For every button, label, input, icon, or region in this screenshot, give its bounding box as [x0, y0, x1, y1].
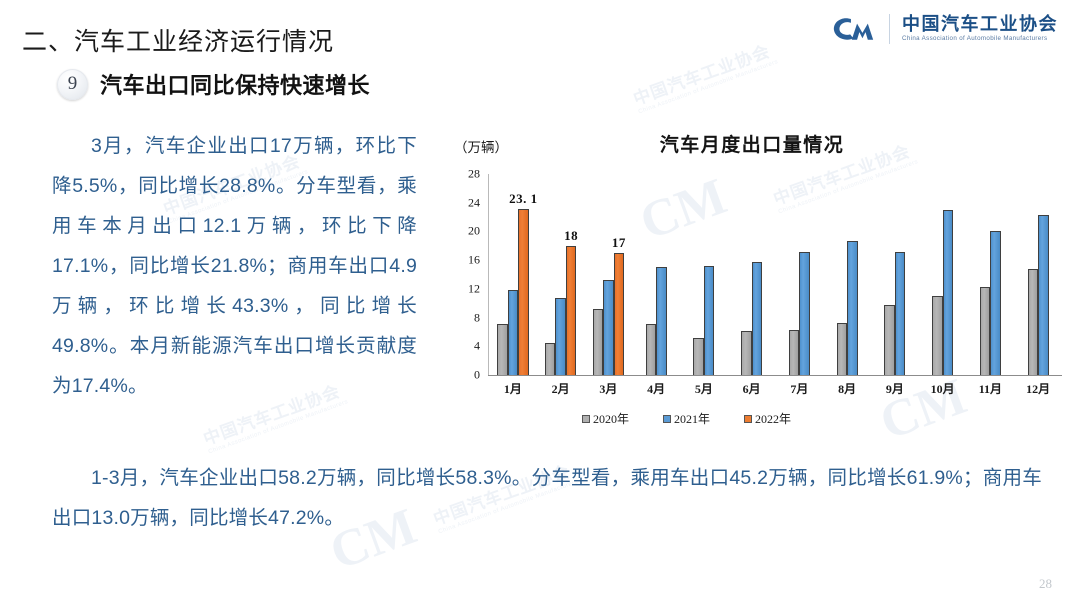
chart-legend-label: 2020年: [593, 412, 630, 426]
chart-bar-group: [919, 174, 967, 375]
chart-bar: [592, 308, 604, 375]
chart-y-axis: [488, 174, 489, 376]
chart-bar-value-label: 17: [611, 234, 626, 250]
chart-bar: [884, 304, 895, 375]
chart-x-tick-label: 8月: [838, 382, 857, 396]
chart-bar-value-label: 18: [564, 227, 579, 243]
watermark-text: 中国汽车工业协会 China Association of Automobile …: [630, 41, 780, 116]
cm-logo-icon: [833, 18, 874, 40]
chart-x-axis: [488, 375, 1062, 376]
chart-bar: [751, 261, 763, 375]
chart-legend-swatch: [663, 414, 672, 423]
chart-bar-value-label: 23. 1: [509, 191, 538, 207]
chart-bar-group: 17: [585, 174, 633, 375]
chart-bar: 18: [564, 228, 578, 375]
chart-plot-area: 0 4 8 12 16 20 24 28 23. 1 18 17 1月 2月 3月 4月 5月 6月 7月 8月…: [460, 167, 1062, 396]
chart-bar: [788, 329, 800, 375]
chart-x-tick-label: 1月: [503, 382, 522, 396]
chart-bar: [836, 323, 848, 375]
chart-bar: [894, 252, 906, 375]
chart-bar: [603, 280, 614, 375]
chart-legend-item[interactable]: 2022年: [744, 410, 791, 427]
chart-bar-group: [871, 174, 919, 375]
export-volume-chart: 汽车月度出口量情况 （万辆） 0 4 8 12 16 20 24 28 23. 1 18 17 1…: [432, 122, 1072, 442]
chart-bar: [656, 266, 667, 375]
chart-y-axis-unit: （万辆）: [454, 140, 508, 155]
chart-legend-swatch: [744, 414, 753, 423]
chart-legend-swatch: [582, 414, 590, 423]
chart-legend-item[interactable]: 2021年: [663, 410, 710, 427]
item-number-badge: 9: [57, 68, 88, 100]
item-title: 汽车出口同比保持快速增长: [100, 73, 371, 98]
chart-y-tick: 8: [474, 310, 480, 325]
logo-divider: [889, 14, 890, 44]
chart-y-tick: 28: [468, 166, 480, 181]
chart-bar: 17: [612, 235, 625, 375]
chart-x-tick-label: 9月: [885, 382, 904, 396]
paragraph-monthly: 3月，汽车企业出口17万辆，环比下降5.5%，同比增长28.8%。分车型看，乘用…: [52, 135, 417, 397]
chart-y-tick: 0: [474, 367, 480, 382]
chart-x-tick-label: 7月: [790, 382, 809, 396]
chart-bar: [555, 298, 566, 375]
chart-y-tick: 20: [468, 223, 480, 238]
page-number: 28: [1039, 576, 1052, 591]
chart-y-tick: 12: [468, 281, 480, 296]
chart-bar-group: [823, 174, 871, 375]
chart-bar: [741, 330, 752, 375]
chart-bar: [799, 251, 810, 375]
chart-y-tick: 16: [468, 252, 480, 267]
chart-bar: [942, 209, 954, 375]
chart-legend-item[interactable]: 2020年: [582, 410, 629, 427]
logo-text-cn: 中国汽车工业协会: [902, 14, 1058, 35]
chart-bar: [847, 241, 858, 375]
chart-x-tick-labels: 1月 2月 3月 4月 5月 6月 7月 8月 9月 10月 11月 12月: [489, 380, 1062, 397]
subsection-header: 9 汽车出口同比保持快速增长: [57, 68, 370, 100]
chart-x-tick-label: 10月: [930, 382, 955, 396]
organization-logo: 中国汽车工业协会 China Association of Automobile…: [831, 14, 1058, 44]
chart-bar: [507, 289, 519, 375]
chart-bar-group: 23. 1: [489, 174, 537, 375]
chart-bar: [497, 324, 508, 375]
chart-bar-group: [967, 174, 1015, 375]
chart-bar: [544, 342, 556, 375]
chart-bar-group: [632, 174, 680, 375]
chart-x-tick-label: 6月: [742, 382, 761, 396]
chart-bar-group: [728, 174, 776, 375]
chart-x-tick-label: 2月: [551, 382, 570, 396]
chart-x-tick-label: 12月: [1026, 382, 1051, 396]
chart-bar-group: [776, 174, 824, 375]
paragraph-cumulative: 1-3月，汽车企业出口58.2万辆，同比增长58.3%。分车型看，乘用车出口45…: [52, 467, 1042, 529]
chart-legend-label: 2021年: [674, 412, 711, 426]
chart-bar: [990, 230, 1001, 375]
chart-legend: 2020年 2021年 2022年: [582, 410, 791, 427]
chart-bar: [1027, 268, 1039, 375]
chart-x-tick-label: 5月: [694, 382, 713, 396]
chart-bar: [693, 338, 704, 375]
chart-legend-label: 2022年: [755, 412, 792, 426]
logo-text: 中国汽车工业协会 China Association of Automobile…: [902, 15, 1058, 42]
chart-x-tick-label: 4月: [647, 382, 666, 396]
chart-title: 汽车月度出口量情况: [659, 135, 845, 156]
chart-y-tick: 24: [468, 195, 480, 210]
logo-text-en: China Association of Automobile Manufact…: [902, 35, 1048, 43]
chart-bar: [645, 324, 657, 375]
chart-bar: [1038, 214, 1049, 375]
chart-bar-group: [1014, 174, 1062, 375]
chart-bar-group: 18: [537, 174, 585, 375]
chart-bar-group: [680, 174, 728, 375]
chart-x-tick-label: 11月: [978, 382, 1003, 396]
chart-bar: [932, 296, 943, 375]
chart-bar: 23. 1: [509, 191, 537, 375]
chart-bars: 23. 1 18 17: [489, 174, 1062, 375]
chart-bar: [979, 287, 991, 375]
chart-y-tick: 4: [474, 338, 480, 353]
chart-x-tick-label: 3月: [599, 382, 618, 396]
chart-bar: [703, 265, 715, 375]
section-title: 二、汽车工业经济运行情况: [22, 28, 335, 56]
